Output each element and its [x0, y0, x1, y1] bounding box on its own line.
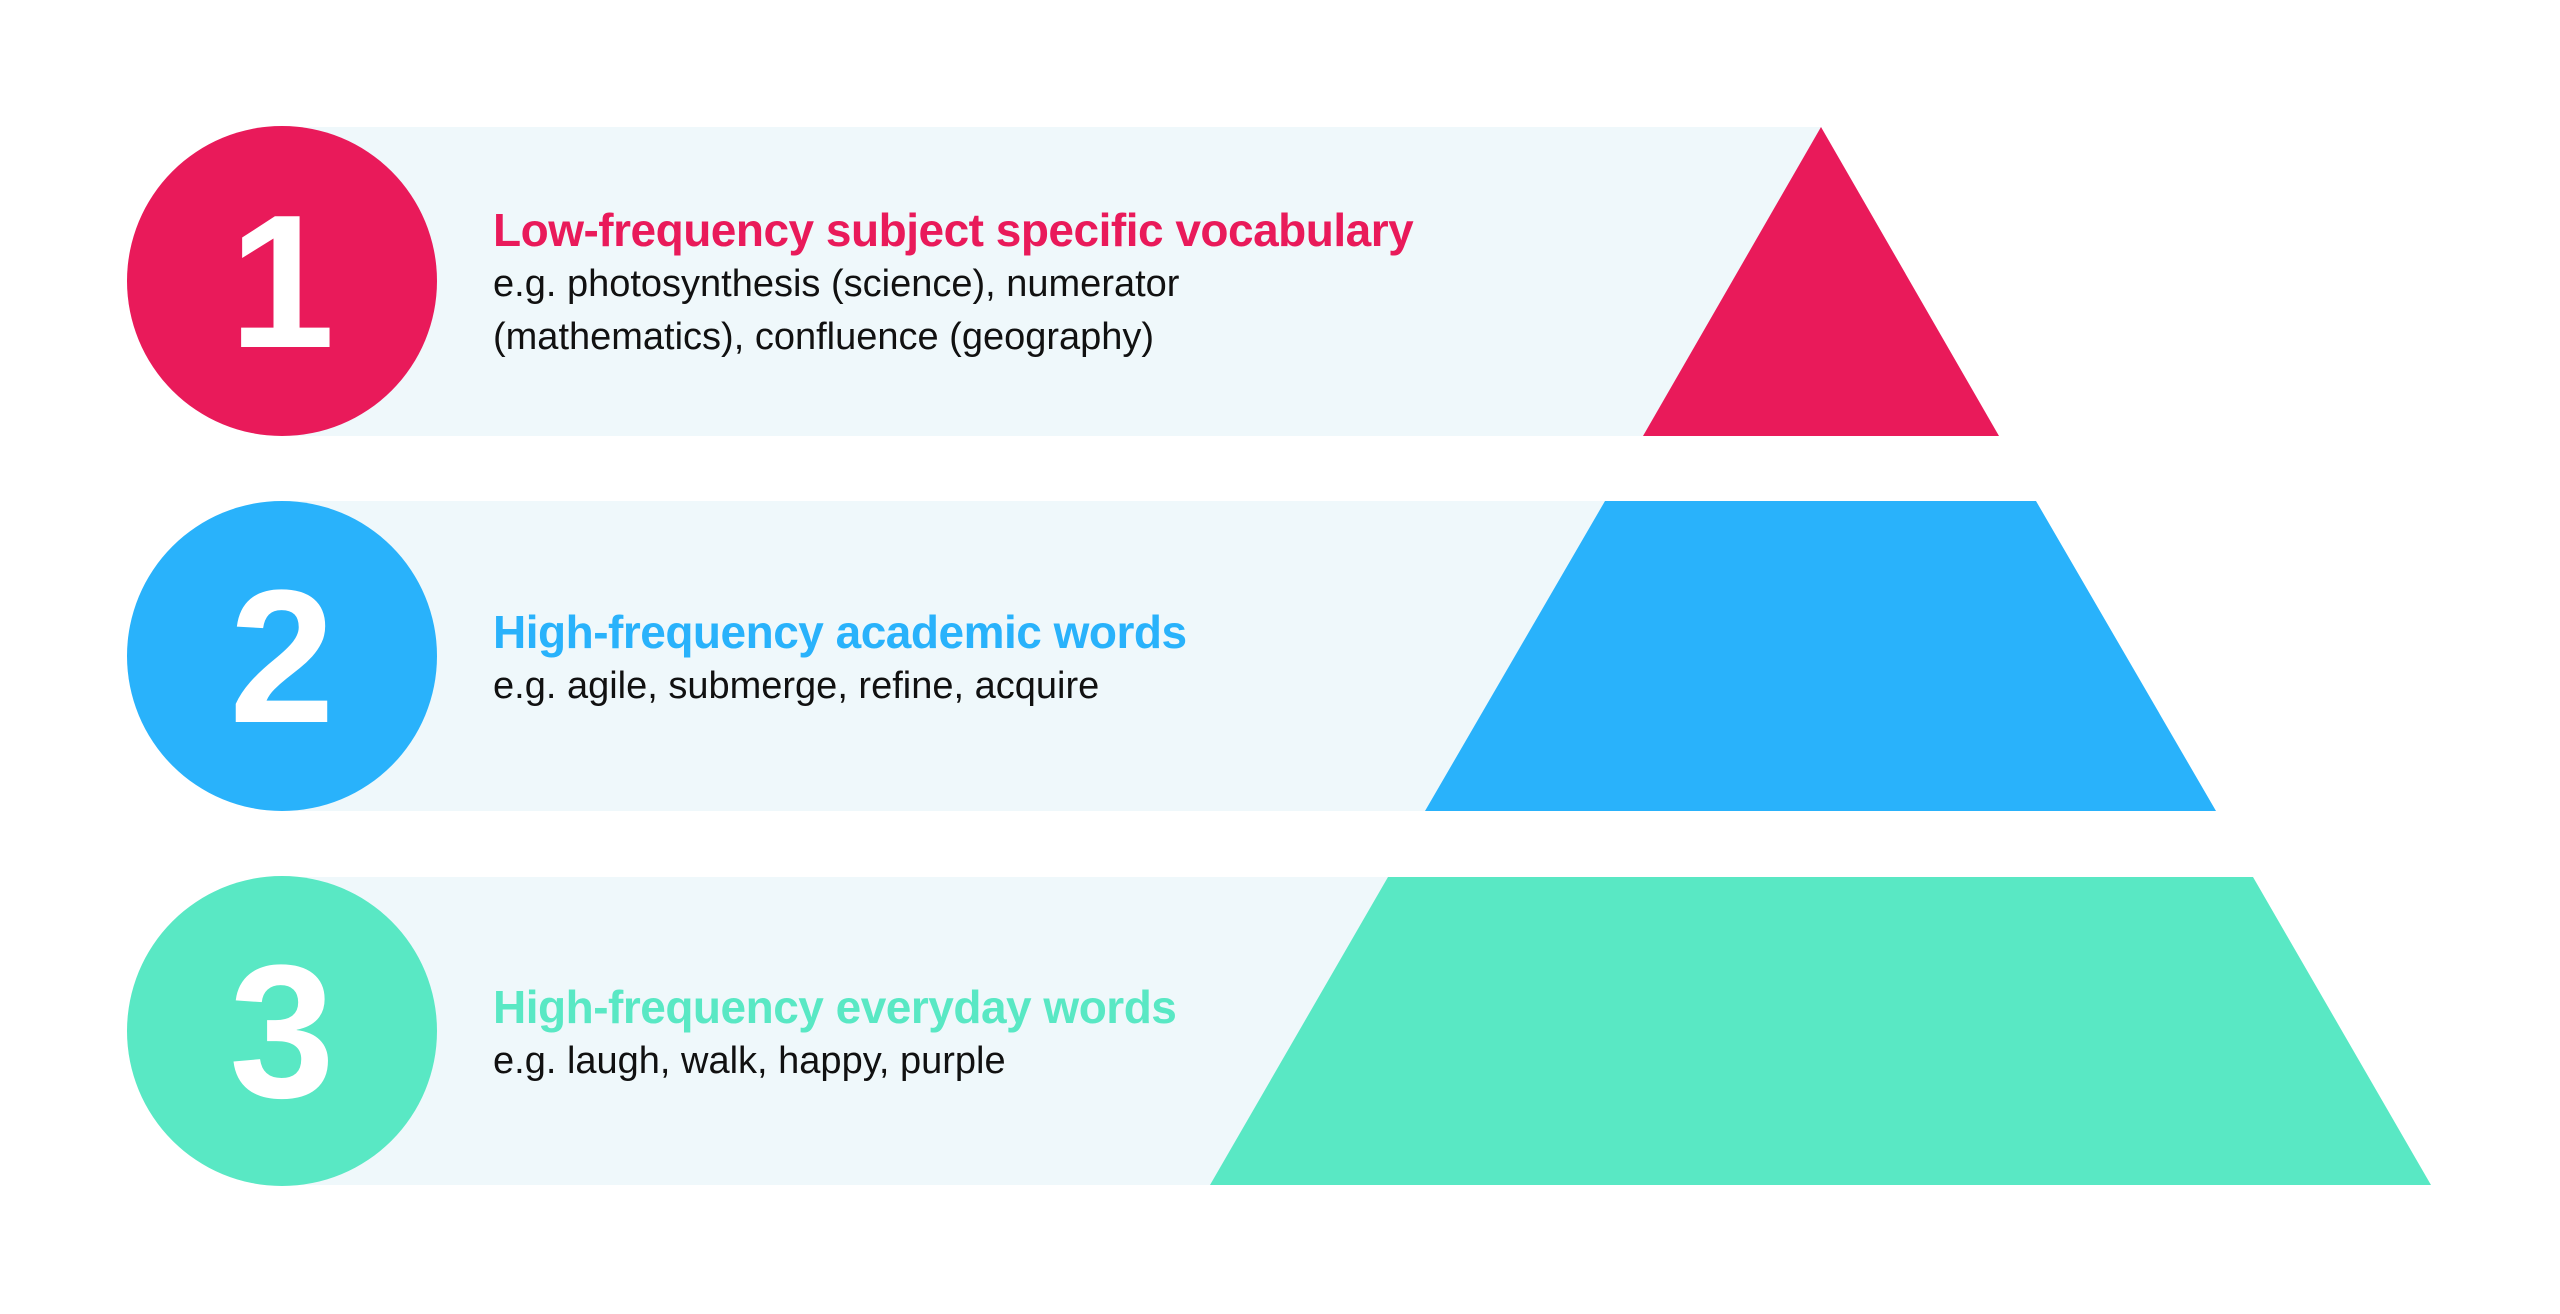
number-circle-2 [127, 501, 437, 811]
number-circle-3 [127, 876, 437, 1186]
level-1-text: Low-frequency subject specific vocabular… [493, 202, 1414, 364]
number-circle-1 [127, 126, 437, 436]
level-2-title: High-frequency academic words [493, 606, 1187, 658]
band-1 [282, 127, 1822, 436]
level-1-examples: e.g. photosynthesis (science), numerator… [493, 263, 1180, 358]
level-2-text: High-frequency academic words e.g. agile… [493, 604, 1393, 713]
level-3-examples: e.g. laugh, walk, happy, purple [493, 1040, 1006, 1082]
level-3-text: High-frequency everyday words e.g. laugh… [493, 979, 1393, 1088]
pyramid-bottom-trapezoid [1210, 877, 2431, 1185]
level-1-title: Low-frequency subject specific vocabular… [493, 204, 1414, 256]
level-2-examples: e.g. agile, submerge, refine, acquire [493, 665, 1100, 707]
pyramid-top-triangle [1643, 127, 1999, 436]
number-3: 3 [229, 926, 335, 1138]
level-3-title: High-frequency everyday words [493, 981, 1177, 1033]
number-2: 2 [229, 551, 335, 763]
pyramid-middle-trapezoid [1425, 501, 2216, 811]
number-1: 1 [229, 176, 335, 388]
